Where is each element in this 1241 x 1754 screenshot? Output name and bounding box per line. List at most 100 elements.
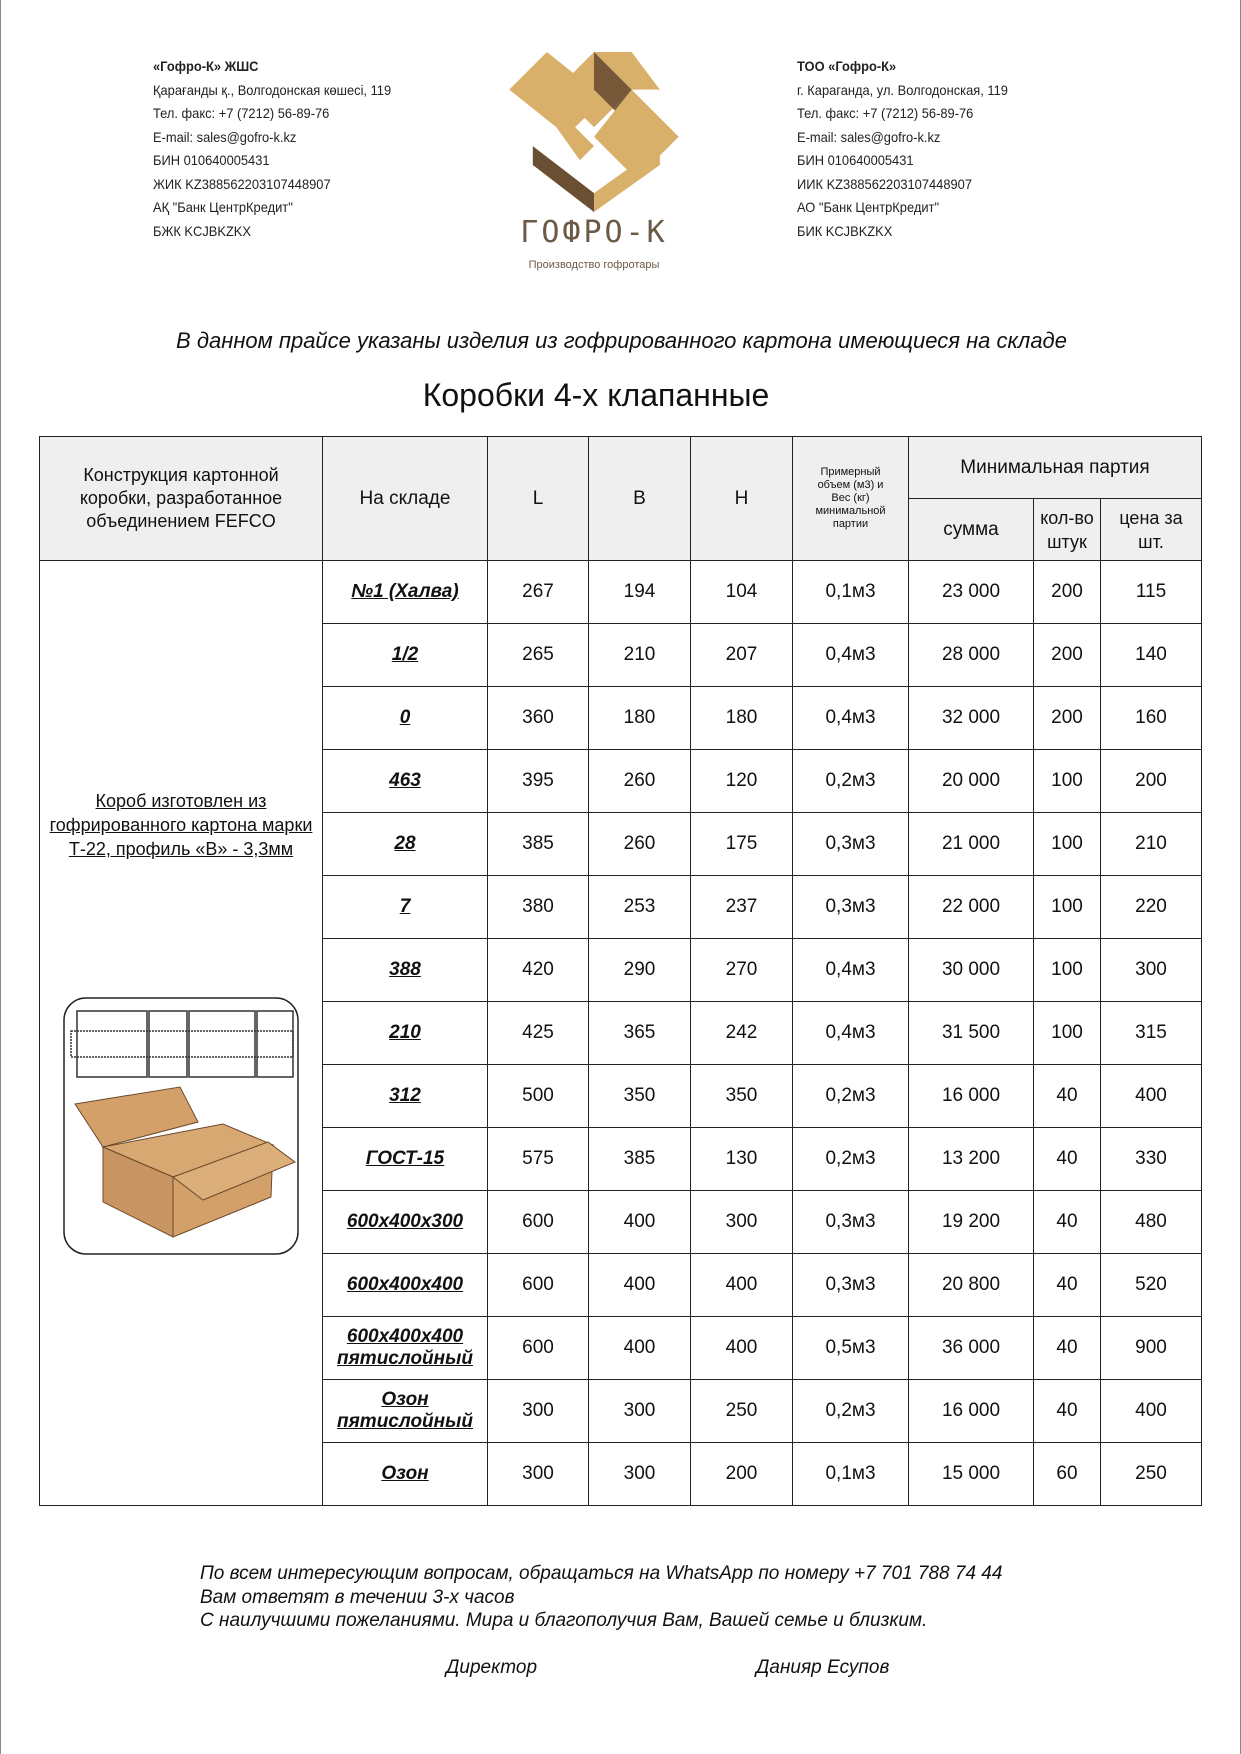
table-row: 210 425 365 242 0,4м3 31 500 100 315 [40,1001,1202,1065]
width: 180 [588,686,691,750]
requisite-line: ИИК KZ388562203107448907 [797,175,973,192]
unit-price: 220 [1100,875,1202,939]
requisite-line: БИН 010640005431 [797,152,914,168]
batch-qty: 200 [1033,560,1101,624]
table-row: Озон пятислойный 300 300 250 0,2м3 16 000 40 40… [40,1379,1202,1443]
requisite-line: АҚ "Банк ЦентрКредит" [153,199,293,215]
unit-price: 115 [1100,560,1202,624]
header-b: B [588,436,691,561]
length: 380 [487,875,589,939]
batch-qty: 40 [1033,1064,1101,1128]
width: 400 [588,1316,691,1380]
header-qty: кол-во штук [1033,498,1101,561]
width: 300 [588,1442,691,1506]
length: 600 [487,1190,589,1254]
table-row: 28 385 260 175 0,3м3 21 000 100 210 [40,812,1202,876]
stock-name: 210 [322,1001,488,1065]
stock-name: 1/2 [322,623,488,687]
width: 385 [588,1127,691,1191]
height: 104 [690,560,793,624]
header-sum: сумма [908,498,1034,561]
width: 400 [588,1190,691,1254]
unit-price: 250 [1100,1442,1202,1506]
height: 207 [690,623,793,687]
requisite-line: БИН 010640005431 [153,152,270,168]
header-volume: Примерный объем (м3) и Вес (кг) минималь… [792,436,909,561]
unit-price: 315 [1100,1001,1202,1065]
requisite-line: Тел. факс: +7 (7212) 56-89-76 [797,105,974,121]
box-logo-icon [509,52,679,212]
box-diagram-icon [63,997,299,1255]
footer-line: Вам ответят в течении 3-х часов [200,1586,515,1608]
requisite-line: E-mail: sales@gofro-k.kz [153,128,297,145]
volume: 0,4м3 [792,1001,909,1065]
length: 600 [487,1253,589,1317]
page-title: Коробки 4-х клапанные [422,377,770,413]
company-logo: ГОФРО-К Производство гофротары [489,52,699,277]
length: 385 [487,812,589,876]
width: 365 [588,1001,691,1065]
batch-qty: 100 [1033,938,1101,1002]
unit-price: 300 [1100,938,1202,1002]
batch-qty: 100 [1033,812,1101,876]
length: 300 [487,1442,589,1506]
table-row: Короб изготовлен из гофрированного карто… [39,560,1202,1506]
height: 200 [690,1442,793,1506]
width: 253 [588,875,691,939]
length: 420 [487,938,589,1002]
width: 300 [588,1379,691,1443]
batch-sum: 19 200 [908,1190,1034,1254]
stock-name: 312 [322,1064,488,1128]
batch-qty: 200 [1033,623,1101,687]
batch-sum: 22 000 [908,875,1034,939]
height: 130 [690,1127,793,1191]
table-row: 600x400x400 600 400 400 0,3м3 20 800 40 520 [40,1253,1202,1317]
volume: 0,3м3 [792,1253,909,1317]
batch-qty: 100 [1033,749,1101,813]
batch-qty: 40 [1033,1379,1101,1443]
volume: 0,4м3 [792,686,909,750]
logo-tagline: Производство гофротары [528,259,660,271]
length: 425 [487,1001,589,1065]
length: 575 [487,1127,589,1191]
batch-sum: 32 000 [908,686,1034,750]
requisite-line: «Гофро-К» ЖШС [153,58,259,74]
construction-note: Короб изготовлен из гофрированного карто… [49,791,313,859]
length: 500 [487,1064,589,1128]
requisite-line: БИК KCJBKZKX [797,222,893,239]
batch-sum: 31 500 [908,1001,1034,1065]
company-requisites-ru: ТОО «Гофро-К» г. Караганда, ул. Волгодонс… [797,55,1008,243]
unit-price: 900 [1100,1316,1202,1380]
width: 260 [588,812,691,876]
batch-qty: 40 [1033,1253,1101,1317]
unit-price: 520 [1100,1253,1202,1317]
unit-price: 480 [1100,1190,1202,1254]
batch-qty: 60 [1033,1442,1101,1506]
height: 237 [690,875,793,939]
volume: 0,1м3 [792,1442,909,1506]
table-row: ГОСТ-15 575 385 130 0,2м3 13 200 40 330 [40,1127,1202,1191]
height: 350 [690,1064,793,1128]
signature-position: Директор [446,1657,538,1678]
stock-name: 7 [322,875,488,939]
batch-qty: 200 [1033,686,1101,750]
header-stock: На складе [322,436,488,561]
requisite-line: АО "Банк ЦентрКредит" [797,199,940,215]
volume: 0,4м3 [792,623,909,687]
batch-qty: 40 [1033,1316,1101,1380]
table-row: 388 420 290 270 0,4м3 30 000 100 300 [40,938,1202,1002]
unit-price: 400 [1100,1379,1202,1443]
width: 400 [588,1253,691,1317]
height: 250 [690,1379,793,1443]
unit-price: 330 [1100,1127,1202,1191]
width: 210 [588,623,691,687]
stock-name: 463 [322,749,488,813]
height: 400 [690,1316,793,1380]
unit-price: 210 [1100,812,1202,876]
unit-price: 160 [1100,686,1202,750]
volume: 0,3м3 [792,812,909,876]
batch-sum: 13 200 [908,1127,1034,1191]
height: 242 [690,1001,793,1065]
requisite-line: ЖИК KZ388562203107448907 [153,175,331,192]
